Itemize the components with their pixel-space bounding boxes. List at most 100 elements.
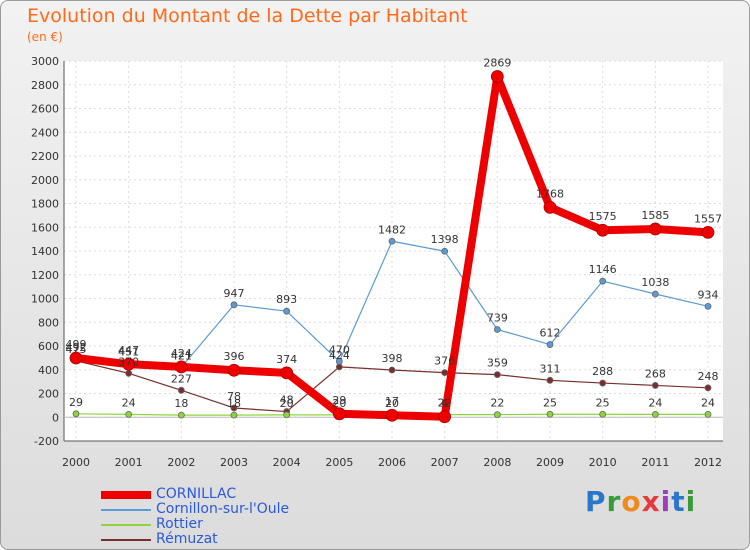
logo-letter: i xyxy=(685,485,697,518)
data-point xyxy=(546,410,554,418)
data-label: 22 xyxy=(490,397,504,410)
y-tick-label: 2800 xyxy=(31,79,59,92)
data-point xyxy=(704,410,712,418)
x-tick-label: 2007 xyxy=(431,456,459,469)
data-point xyxy=(596,223,610,237)
data-label: 492 xyxy=(66,341,87,354)
data-label: 1146 xyxy=(589,263,617,276)
data-point xyxy=(72,410,80,418)
legend-label: Rémuzat xyxy=(156,531,218,547)
data-point xyxy=(651,382,659,389)
data-point xyxy=(385,408,399,422)
y-tick-label: 600 xyxy=(38,340,59,353)
x-tick-label: 2005 xyxy=(325,456,353,469)
data-label: 24 xyxy=(701,396,715,409)
x-tick-label: 2004 xyxy=(273,456,301,469)
data-label: 2869 xyxy=(483,57,511,70)
plot-area xyxy=(64,61,723,441)
y-tick-label: 0 xyxy=(52,411,59,424)
data-label: 370 xyxy=(118,355,139,368)
data-label: 311 xyxy=(540,362,561,375)
data-point xyxy=(599,379,607,387)
legend-swatch xyxy=(101,491,151,499)
data-label: 1482 xyxy=(378,223,406,236)
x-tick-label: 2010 xyxy=(589,456,617,469)
data-label: 424 xyxy=(329,349,350,362)
data-label: 421 xyxy=(171,349,192,362)
data-point xyxy=(438,410,452,424)
data-point xyxy=(230,301,238,309)
x-tick-label: 2003 xyxy=(220,456,248,469)
data-point xyxy=(283,411,291,419)
data-point xyxy=(69,351,83,365)
y-tick-label: 200 xyxy=(38,388,59,401)
legend-swatch xyxy=(101,524,151,526)
data-label: 18 xyxy=(174,397,188,410)
data-point xyxy=(493,326,501,333)
data-label: 48 xyxy=(280,394,294,407)
data-label: 739 xyxy=(487,311,508,324)
data-point xyxy=(125,369,133,377)
data-label: 470 xyxy=(329,343,350,356)
logo-letter: t xyxy=(671,485,686,518)
data-label: 359 xyxy=(487,357,508,370)
proxiti-logo: Proxiti xyxy=(585,485,696,518)
data-point xyxy=(332,407,346,421)
logo-letter: x xyxy=(641,485,661,518)
data-label: 20 xyxy=(280,397,294,410)
data-label: 78 xyxy=(227,390,241,403)
data-label: 475 xyxy=(66,343,87,356)
data-label: 424 xyxy=(171,347,192,360)
x-tick-label: 2000 xyxy=(62,456,90,469)
data-label: 22 xyxy=(438,397,452,410)
chart-subtitle: (en €) xyxy=(27,30,63,44)
data-point xyxy=(599,277,607,285)
data-label: 1768 xyxy=(536,187,564,200)
logo-letter: o xyxy=(621,485,642,518)
data-point xyxy=(280,366,294,380)
data-point xyxy=(125,410,133,418)
y-tick-label: 2000 xyxy=(31,174,59,187)
y-tick-label: 3000 xyxy=(31,55,59,68)
data-label: 18 xyxy=(227,397,241,410)
data-label: 268 xyxy=(645,367,666,380)
data-label: 893 xyxy=(276,293,297,306)
data-point xyxy=(701,225,715,239)
y-tick-label: 1800 xyxy=(31,198,59,211)
x-tick-label: 2002 xyxy=(167,456,195,469)
legend-label: Cornillon-sur-l'Oule xyxy=(156,501,290,517)
x-tick-label: 2009 xyxy=(536,456,564,469)
legend-label: Rottier xyxy=(156,516,203,532)
y-tick-label: 1600 xyxy=(31,221,59,234)
logo-letter: i xyxy=(660,485,672,518)
data-label: 376 xyxy=(434,355,455,368)
data-label: 374 xyxy=(276,353,297,366)
y-tick-label: 1200 xyxy=(31,269,59,282)
data-point xyxy=(441,247,449,255)
data-label: 447 xyxy=(118,344,139,357)
data-point xyxy=(283,307,291,315)
data-label: 1398 xyxy=(431,233,459,246)
data-point xyxy=(174,360,188,374)
data-point xyxy=(388,366,396,374)
data-label: 24 xyxy=(122,396,136,409)
y-tick-label: 1400 xyxy=(31,245,59,258)
data-label: 396 xyxy=(224,350,245,363)
data-label: 499 xyxy=(66,338,87,351)
data-label: 934 xyxy=(698,288,719,301)
data-point xyxy=(493,371,501,379)
data-label: 4 xyxy=(441,397,448,410)
data-point xyxy=(648,222,662,236)
data-label: 25 xyxy=(596,396,610,409)
data-point xyxy=(651,290,659,298)
data-label: 1038 xyxy=(641,276,669,289)
data-label: 17 xyxy=(385,395,399,408)
data-label: 451 xyxy=(118,346,139,359)
data-label: 1585 xyxy=(641,209,669,222)
data-point xyxy=(546,376,554,384)
data-label: 398 xyxy=(382,352,403,365)
data-point xyxy=(441,369,449,377)
data-point xyxy=(230,411,238,419)
data-label: 612 xyxy=(540,327,561,340)
